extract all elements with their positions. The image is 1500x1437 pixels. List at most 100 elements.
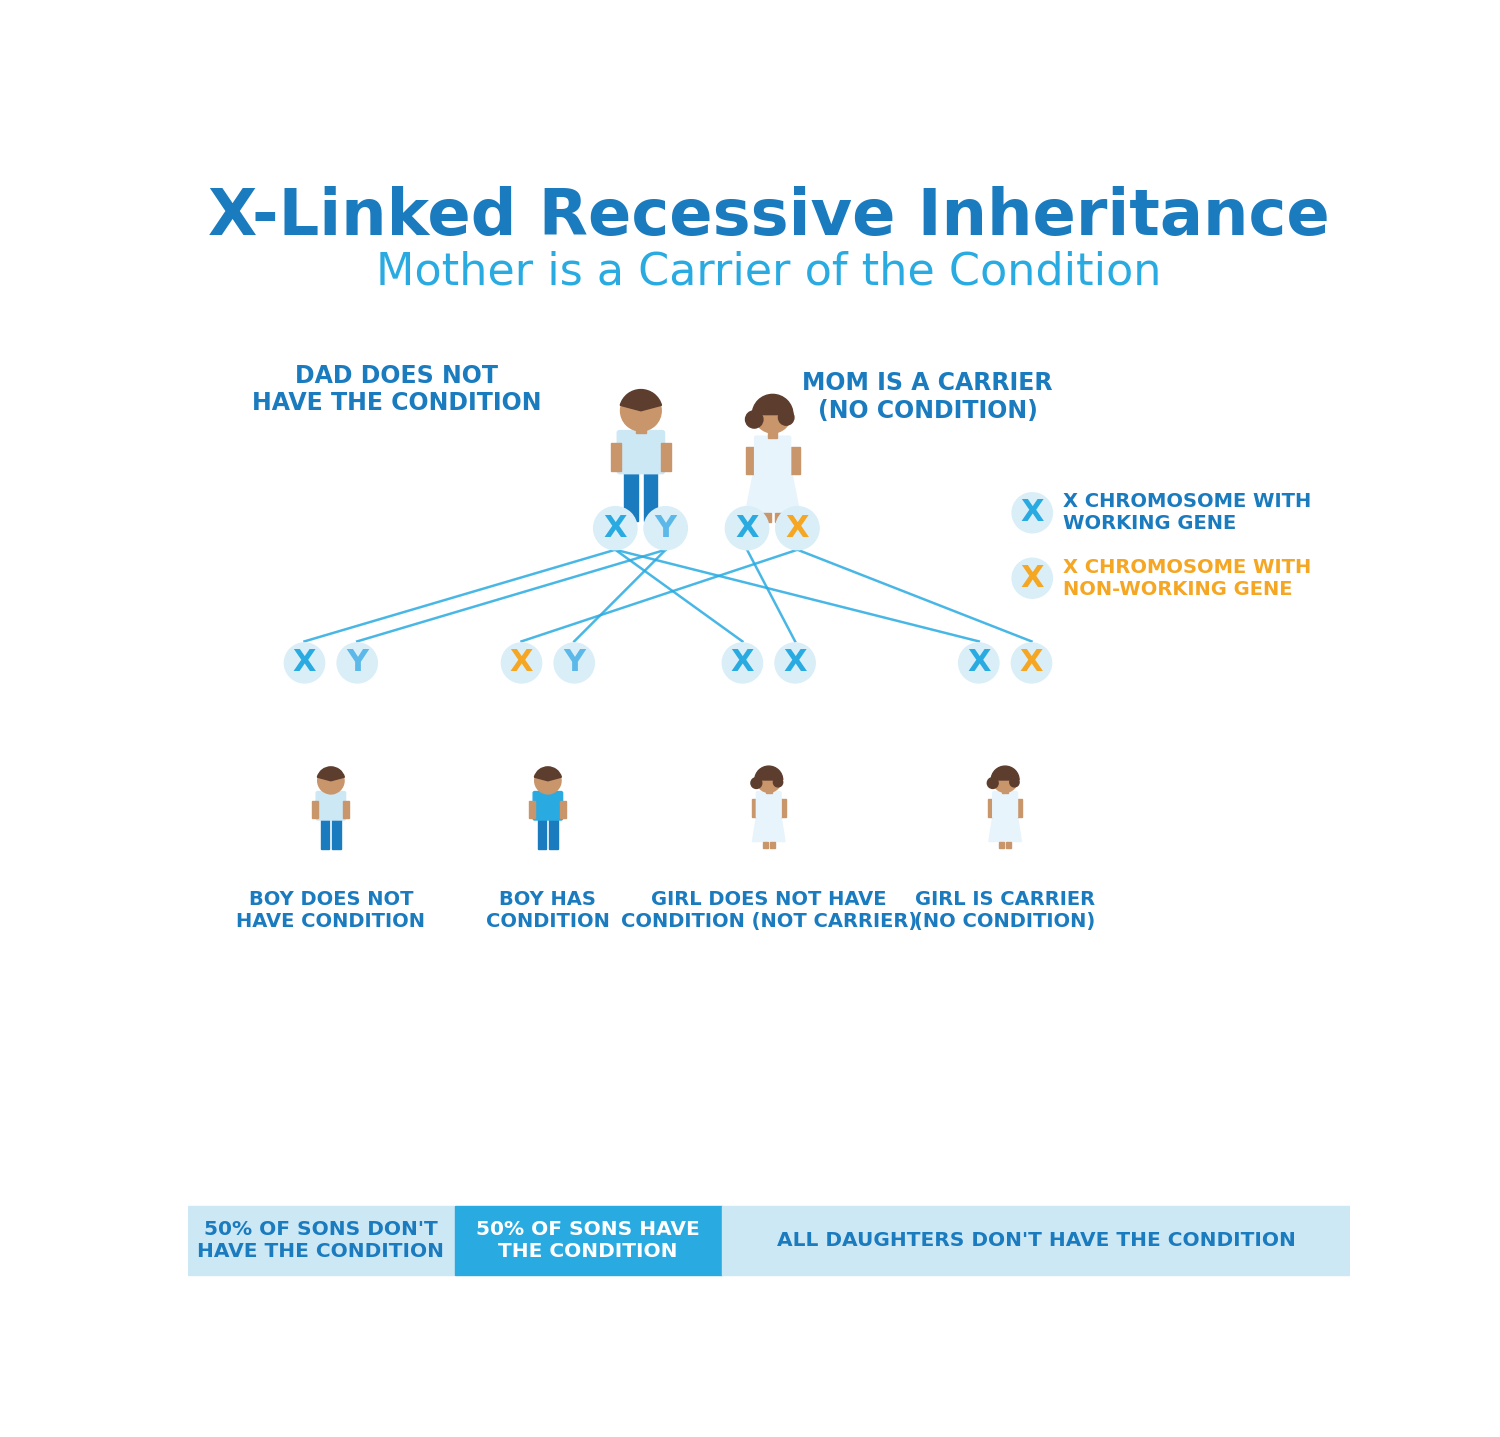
Bar [561,800,567,819]
Circle shape [318,767,344,793]
Circle shape [723,642,762,683]
Bar [770,842,776,848]
Bar [344,800,350,819]
Text: BOY DOES NOT
HAVE CONDITION: BOY DOES NOT HAVE CONDITION [237,890,426,931]
Bar [765,787,772,793]
Text: X CHROMOSOME WITH
WORKING GENE: X CHROMOSOME WITH WORKING GENE [1064,493,1311,533]
Text: MOM IS A CARRIER
(NO CONDITION): MOM IS A CARRIER (NO CONDITION) [802,371,1053,422]
Bar [774,513,783,523]
Text: X CHROMOSOME WITH
NON-WORKING GENE: X CHROMOSOME WITH NON-WORKING GENE [1064,558,1311,599]
Circle shape [501,642,542,683]
Bar [549,819,558,849]
Polygon shape [746,474,800,513]
Circle shape [554,642,594,683]
Bar [764,513,771,523]
Bar [610,443,621,471]
Text: 50% OF SONS DON'T
HAVE THE CONDITION: 50% OF SONS DON'T HAVE THE CONDITION [198,1220,444,1260]
FancyBboxPatch shape [454,1206,723,1275]
FancyBboxPatch shape [993,792,1017,819]
Bar [538,819,546,849]
Bar [530,800,536,819]
Wedge shape [534,767,561,780]
Circle shape [778,410,794,425]
Circle shape [1013,558,1053,598]
Circle shape [746,411,764,428]
Bar [333,819,340,849]
Wedge shape [318,767,345,780]
FancyBboxPatch shape [532,792,562,821]
Bar [999,842,1004,848]
Text: X: X [730,648,754,677]
Circle shape [594,507,638,550]
Text: X-Linked Recessive Inheritance: X-Linked Recessive Inheritance [209,185,1329,247]
Bar [1007,842,1011,848]
Bar [328,787,334,793]
Bar [662,443,670,471]
FancyBboxPatch shape [754,437,790,476]
Wedge shape [621,389,662,411]
Circle shape [338,642,378,683]
Bar [988,799,994,816]
Polygon shape [753,816,784,842]
Text: Y: Y [562,648,585,677]
Bar [790,447,800,474]
Bar [321,819,330,849]
Bar [768,428,777,438]
Text: X: X [292,648,316,677]
Text: X: X [1020,499,1044,527]
Circle shape [776,507,819,550]
Bar [780,799,786,816]
Text: DAD DOES NOT
HAVE THE CONDITION: DAD DOES NOT HAVE THE CONDITION [252,364,542,415]
Circle shape [285,642,324,683]
Text: Mother is a Carrier of the Condition: Mother is a Carrier of the Condition [376,251,1161,295]
Circle shape [644,507,687,550]
Bar [1002,787,1008,793]
Circle shape [726,507,768,550]
Wedge shape [754,766,783,780]
Circle shape [958,642,999,683]
Text: Y: Y [654,513,676,543]
Text: X: X [1020,648,1042,677]
Circle shape [752,777,762,789]
FancyBboxPatch shape [316,792,345,821]
Circle shape [756,767,782,792]
Bar [312,800,318,819]
Circle shape [1013,493,1053,533]
Bar [752,799,758,816]
Circle shape [534,767,561,793]
Text: X: X [968,648,990,677]
Bar [644,471,657,522]
Polygon shape [988,816,1022,842]
Circle shape [1010,777,1019,787]
Bar [1016,799,1022,816]
Text: Y: Y [346,648,368,677]
Circle shape [774,777,783,787]
Circle shape [621,391,662,431]
Text: GIRL IS CARRIER
(NO CONDITION): GIRL IS CARRIER (NO CONDITION) [915,890,1095,931]
Text: X: X [786,513,808,543]
Text: BOY HAS
CONDITION: BOY HAS CONDITION [486,890,610,931]
Text: X: X [510,648,534,677]
Circle shape [993,767,1017,792]
Bar [544,787,550,793]
Text: GIRL DOES NOT HAVE
CONDITION (NOT CARRIER): GIRL DOES NOT HAVE CONDITION (NOT CARRIE… [621,890,916,931]
Wedge shape [992,766,1018,780]
Bar [762,842,768,848]
Wedge shape [753,394,794,415]
Text: X: X [783,648,807,677]
Text: X: X [603,513,627,543]
FancyBboxPatch shape [723,1206,1350,1275]
FancyBboxPatch shape [756,792,782,819]
Text: X: X [735,513,759,543]
FancyBboxPatch shape [188,1206,454,1275]
Circle shape [1011,642,1052,683]
Circle shape [754,397,790,433]
FancyBboxPatch shape [616,431,664,474]
Bar [624,471,638,522]
Text: 50% OF SONS HAVE
THE CONDITION: 50% OF SONS HAVE THE CONDITION [477,1220,700,1260]
Circle shape [987,777,998,789]
Bar [746,447,754,474]
Circle shape [776,642,816,683]
Text: X: X [1020,563,1044,592]
Text: ALL DAUGHTERS DON'T HAVE THE CONDITION: ALL DAUGHTERS DON'T HAVE THE CONDITION [777,1232,1296,1250]
